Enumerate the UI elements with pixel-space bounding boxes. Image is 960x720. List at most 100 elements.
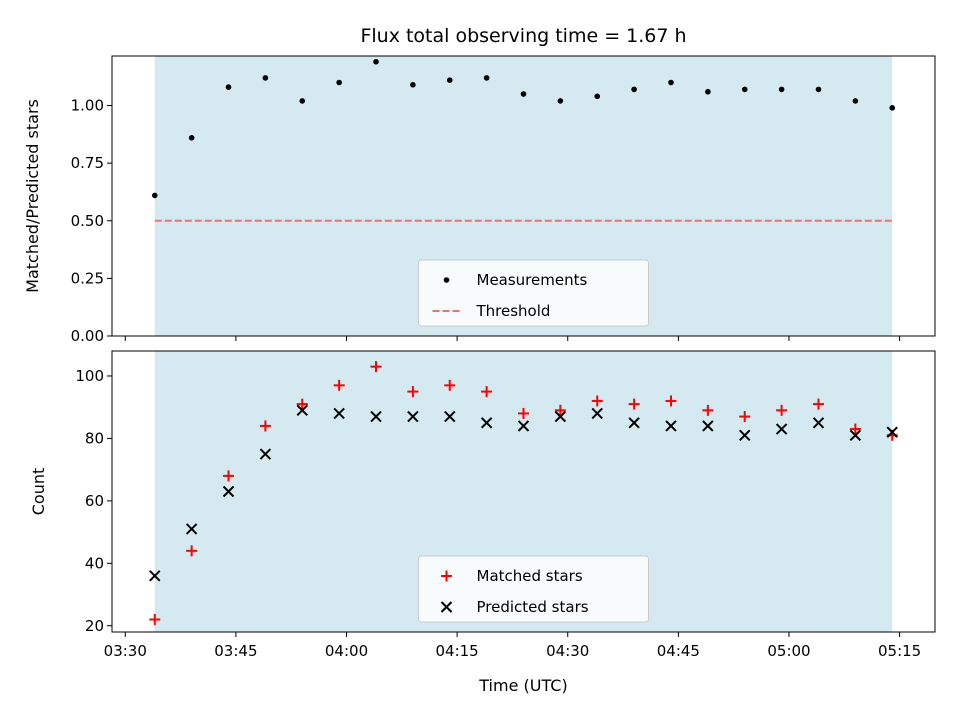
data-point bbox=[296, 404, 308, 417]
bottom-y-axis-label: Count bbox=[29, 468, 48, 516]
data-point bbox=[775, 423, 788, 435]
data-point bbox=[815, 86, 822, 93]
series-matched-stars bbox=[149, 361, 898, 626]
data-point bbox=[665, 395, 677, 407]
data-point bbox=[483, 75, 490, 81]
data-point bbox=[481, 386, 493, 398]
data-point bbox=[886, 426, 898, 438]
data-point bbox=[852, 98, 859, 104]
data-point bbox=[225, 84, 232, 90]
series-measurements bbox=[151, 58, 896, 199]
series-predicted-stars bbox=[149, 404, 898, 582]
data-point bbox=[149, 570, 161, 582]
data-point bbox=[554, 404, 566, 416]
data-point bbox=[554, 410, 567, 423]
data-point bbox=[776, 404, 788, 416]
legend-label: Matched stars bbox=[477, 567, 583, 585]
y-tick-label: 80 bbox=[85, 429, 104, 447]
x-tick-label: 03:45 bbox=[214, 642, 257, 660]
top-y-axis-label: Matched/Predicted stars bbox=[23, 99, 42, 293]
data-point bbox=[889, 105, 896, 111]
y-tick-label: 0.75 bbox=[71, 154, 104, 172]
x-tick-label: 04:30 bbox=[546, 642, 589, 660]
y-tick-label: 0.25 bbox=[71, 269, 104, 287]
data-point bbox=[259, 420, 271, 432]
data-point bbox=[222, 485, 235, 498]
legend-box bbox=[418, 555, 649, 623]
data-point bbox=[296, 398, 308, 410]
data-point bbox=[631, 86, 637, 93]
data-point bbox=[370, 361, 382, 373]
data-point bbox=[410, 82, 416, 88]
data-point bbox=[223, 470, 235, 482]
y-tick-label: 100 bbox=[75, 367, 104, 385]
legend: Matched stars Predicted stars bbox=[418, 555, 649, 623]
data-point bbox=[188, 135, 195, 141]
data-point bbox=[480, 417, 493, 429]
data-point bbox=[594, 93, 601, 100]
y-tick-label: 20 bbox=[85, 617, 104, 635]
data-point bbox=[373, 58, 379, 65]
data-point bbox=[705, 88, 711, 95]
x-tick-label: 04:15 bbox=[436, 642, 479, 660]
legend-label: Threshold bbox=[476, 302, 551, 320]
data-point bbox=[628, 398, 640, 410]
data-point bbox=[668, 79, 674, 86]
data-point bbox=[778, 86, 785, 93]
data-point bbox=[299, 98, 306, 104]
legend-marker bbox=[443, 277, 450, 283]
data-point bbox=[849, 429, 862, 442]
data-point bbox=[741, 86, 748, 93]
data-point bbox=[739, 429, 751, 442]
data-point bbox=[333, 407, 345, 420]
data-point bbox=[444, 379, 456, 391]
data-point bbox=[812, 417, 825, 429]
legend-marker bbox=[440, 601, 453, 613]
data-point bbox=[151, 192, 158, 199]
data-point bbox=[591, 395, 603, 407]
data-point bbox=[628, 417, 640, 429]
data-point bbox=[557, 98, 564, 104]
data-point bbox=[739, 411, 751, 423]
data-point bbox=[262, 75, 269, 81]
y-tick-label: 40 bbox=[85, 554, 104, 572]
data-point bbox=[812, 398, 824, 410]
data-point bbox=[446, 77, 453, 83]
data-point bbox=[444, 410, 456, 423]
data-point bbox=[518, 407, 529, 419]
legend-label: Measurements bbox=[477, 271, 588, 289]
legend-box bbox=[418, 259, 649, 327]
data-point bbox=[517, 420, 530, 432]
legend-marker bbox=[441, 570, 452, 582]
data-point bbox=[591, 407, 603, 420]
data-point bbox=[407, 386, 419, 398]
x-tick-label: 05:00 bbox=[767, 642, 810, 660]
data-point bbox=[259, 448, 272, 460]
legend: Measurements Threshold bbox=[418, 259, 649, 327]
axes-frame bbox=[111, 350, 936, 633]
x-tick-label: 04:00 bbox=[325, 642, 368, 660]
y-tick-label: 60 bbox=[85, 492, 104, 510]
x-tick-label: 04:45 bbox=[657, 642, 700, 660]
y-tick-label: 0.00 bbox=[71, 327, 104, 345]
legend-label: Predicted stars bbox=[477, 598, 589, 616]
bottom-panel: 20 40 60 80 100 03:30 03:45 04:00 04:15 04:30 04:4… bbox=[75, 350, 936, 660]
data-point bbox=[702, 420, 714, 432]
data-point bbox=[333, 379, 345, 391]
data-point bbox=[407, 410, 419, 423]
data-point bbox=[186, 545, 198, 557]
x-tick-label: 03:30 bbox=[104, 642, 147, 660]
y-tick-label: 0.50 bbox=[71, 212, 104, 230]
top-panel: 0.00 0.25 0.50 0.75 1.00 Measurements Threshol… bbox=[71, 55, 936, 345]
axes-frame bbox=[111, 55, 936, 337]
data-point bbox=[149, 614, 161, 626]
x-tick-label: 05:15 bbox=[878, 642, 921, 660]
data-point bbox=[370, 410, 382, 423]
data-point bbox=[185, 523, 198, 535]
data-point bbox=[665, 420, 677, 432]
chart-title: Flux total observing time = 1.67 h bbox=[360, 25, 686, 47]
data-point bbox=[336, 79, 342, 86]
data-point bbox=[702, 404, 714, 416]
y-tick-label: 1.00 bbox=[71, 97, 104, 115]
